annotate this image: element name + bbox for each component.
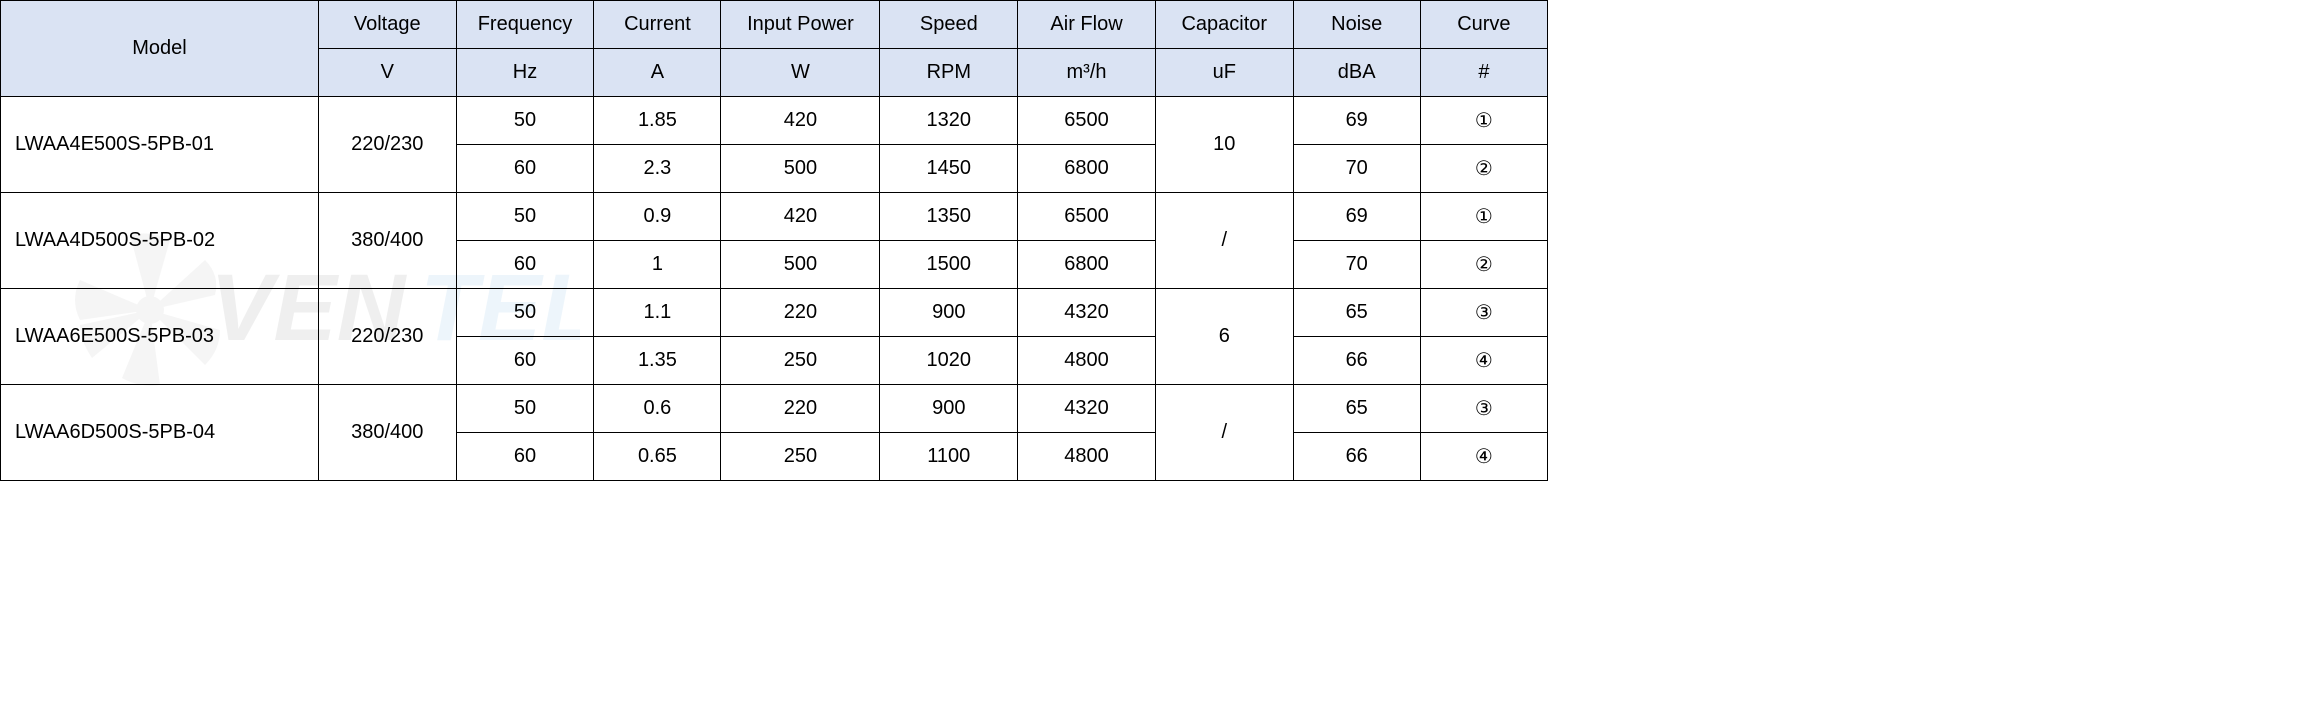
cell-frequency: 60	[456, 145, 594, 193]
col-unit-noise: dBA	[1293, 49, 1420, 97]
cell-frequency: 50	[456, 97, 594, 145]
col-unit-speed: RPM	[880, 49, 1018, 97]
col-header-air-flow: Air Flow	[1018, 1, 1156, 49]
cell-input-power: 250	[721, 433, 880, 481]
col-unit-input-power: W	[721, 49, 880, 97]
cell-model: LWAA4D500S-5PB-02	[1, 193, 319, 289]
spec-table-body: LWAA4E500S-5PB-01220/230501.854201320650…	[1, 97, 1548, 481]
cell-speed: 900	[880, 385, 1018, 433]
cell-model: LWAA4E500S-5PB-01	[1, 97, 319, 193]
cell-curve: ④	[1420, 337, 1547, 385]
spec-table: Model Voltage Frequency Current Input Po…	[0, 0, 1548, 481]
cell-input-power: 420	[721, 97, 880, 145]
cell-speed: 1450	[880, 145, 1018, 193]
cell-current: 2.3	[594, 145, 721, 193]
cell-frequency: 50	[456, 193, 594, 241]
cell-noise: 65	[1293, 289, 1420, 337]
cell-noise: 66	[1293, 337, 1420, 385]
cell-air-flow: 4800	[1018, 433, 1156, 481]
cell-input-power: 500	[721, 145, 880, 193]
cell-air-flow: 6500	[1018, 97, 1156, 145]
cell-curve: ④	[1420, 433, 1547, 481]
cell-capacitor: /	[1155, 385, 1293, 481]
col-header-model: Model	[1, 1, 319, 97]
col-header-curve: Curve	[1420, 1, 1547, 49]
cell-curve: ①	[1420, 193, 1547, 241]
cell-frequency: 50	[456, 289, 594, 337]
cell-capacitor: 6	[1155, 289, 1293, 385]
cell-noise: 70	[1293, 145, 1420, 193]
table-row: LWAA4E500S-5PB-01220/230501.854201320650…	[1, 97, 1548, 145]
cell-speed: 1350	[880, 193, 1018, 241]
cell-model: LWAA6D500S-5PB-04	[1, 385, 319, 481]
col-header-speed: Speed	[880, 1, 1018, 49]
cell-speed: 1100	[880, 433, 1018, 481]
cell-speed: 1500	[880, 241, 1018, 289]
cell-current: 1.85	[594, 97, 721, 145]
col-header-input-power: Input Power	[721, 1, 880, 49]
col-unit-curve: #	[1420, 49, 1547, 97]
col-header-capacitor: Capacitor	[1155, 1, 1293, 49]
cell-noise: 69	[1293, 193, 1420, 241]
cell-input-power: 250	[721, 337, 880, 385]
cell-current: 0.6	[594, 385, 721, 433]
col-unit-capacitor: uF	[1155, 49, 1293, 97]
cell-frequency: 60	[456, 337, 594, 385]
cell-curve: ②	[1420, 145, 1547, 193]
cell-curve: ②	[1420, 241, 1547, 289]
col-header-voltage: Voltage	[318, 1, 456, 49]
cell-voltage: 220/230	[318, 289, 456, 385]
cell-frequency: 50	[456, 385, 594, 433]
cell-speed: 1020	[880, 337, 1018, 385]
cell-current: 1	[594, 241, 721, 289]
table-row: LWAA6E500S-5PB-03220/230501.122090043206…	[1, 289, 1548, 337]
col-header-current: Current	[594, 1, 721, 49]
cell-noise: 65	[1293, 385, 1420, 433]
table-row: LWAA4D500S-5PB-02380/400500.942013506500…	[1, 193, 1548, 241]
cell-air-flow: 6800	[1018, 145, 1156, 193]
cell-model: LWAA6E500S-5PB-03	[1, 289, 319, 385]
col-unit-frequency: Hz	[456, 49, 594, 97]
col-header-frequency: Frequency	[456, 1, 594, 49]
cell-air-flow: 4320	[1018, 289, 1156, 337]
cell-input-power: 500	[721, 241, 880, 289]
cell-voltage: 380/400	[318, 385, 456, 481]
cell-current: 0.65	[594, 433, 721, 481]
cell-input-power: 220	[721, 289, 880, 337]
cell-air-flow: 4320	[1018, 385, 1156, 433]
cell-speed: 1320	[880, 97, 1018, 145]
col-header-noise: Noise	[1293, 1, 1420, 49]
col-unit-current: A	[594, 49, 721, 97]
col-unit-air-flow: m³/h	[1018, 49, 1156, 97]
cell-input-power: 420	[721, 193, 880, 241]
cell-curve: ①	[1420, 97, 1547, 145]
cell-noise: 66	[1293, 433, 1420, 481]
cell-noise: 70	[1293, 241, 1420, 289]
header-row-labels: Model Voltage Frequency Current Input Po…	[1, 1, 1548, 49]
table-row: LWAA6D500S-5PB-04380/400500.62209004320/…	[1, 385, 1548, 433]
cell-air-flow: 6500	[1018, 193, 1156, 241]
cell-noise: 69	[1293, 97, 1420, 145]
cell-capacitor: /	[1155, 193, 1293, 289]
cell-frequency: 60	[456, 433, 594, 481]
cell-air-flow: 6800	[1018, 241, 1156, 289]
cell-curve: ③	[1420, 385, 1547, 433]
cell-voltage: 380/400	[318, 193, 456, 289]
spec-table-wrapper: VEN TEL Model Voltage Frequency Current …	[0, 0, 1548, 481]
cell-current: 1.35	[594, 337, 721, 385]
cell-air-flow: 4800	[1018, 337, 1156, 385]
cell-capacitor: 10	[1155, 97, 1293, 193]
cell-current: 1.1	[594, 289, 721, 337]
cell-current: 0.9	[594, 193, 721, 241]
cell-frequency: 60	[456, 241, 594, 289]
col-unit-voltage: V	[318, 49, 456, 97]
cell-curve: ③	[1420, 289, 1547, 337]
cell-input-power: 220	[721, 385, 880, 433]
cell-voltage: 220/230	[318, 97, 456, 193]
cell-speed: 900	[880, 289, 1018, 337]
